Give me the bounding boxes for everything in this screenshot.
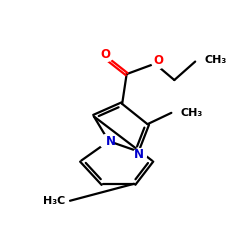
Text: N: N <box>106 135 116 148</box>
Text: N: N <box>134 148 143 161</box>
Text: CH₃: CH₃ <box>180 108 203 118</box>
Text: CH₃: CH₃ <box>204 55 227 65</box>
Text: O: O <box>101 48 111 60</box>
Text: O: O <box>153 54 163 67</box>
Text: H₃C: H₃C <box>43 196 66 206</box>
